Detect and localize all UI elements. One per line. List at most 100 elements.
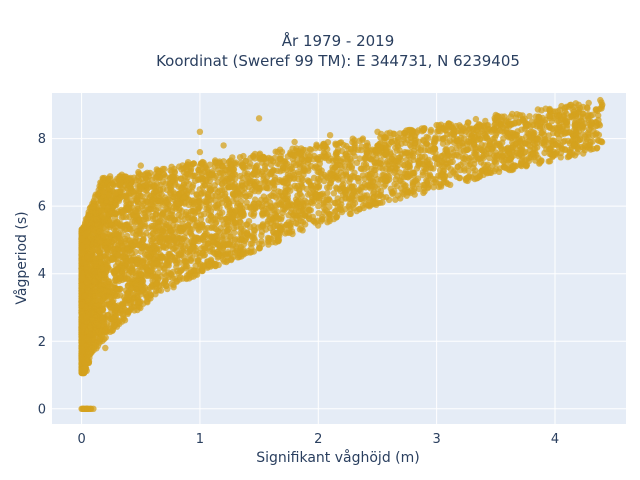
data-point <box>275 199 282 206</box>
data-point <box>531 141 538 148</box>
data-point <box>415 185 423 193</box>
data-point <box>241 237 248 245</box>
data-point <box>396 169 403 176</box>
data-point <box>401 162 408 169</box>
data-point <box>222 251 229 258</box>
data-point <box>322 198 329 206</box>
data-point <box>184 222 192 229</box>
data-point <box>118 243 126 250</box>
data-point <box>157 234 164 241</box>
data-point <box>183 274 190 281</box>
data-point <box>496 165 503 172</box>
data-point <box>178 175 185 182</box>
data-point <box>90 197 98 204</box>
data-point <box>158 212 165 219</box>
data-point <box>163 186 171 193</box>
data-point <box>177 249 185 257</box>
data-point <box>557 154 564 161</box>
data-point <box>542 116 549 124</box>
data-point <box>94 235 101 242</box>
data-point <box>159 253 166 261</box>
data-point <box>109 283 116 291</box>
data-point <box>498 117 505 124</box>
data-point <box>290 175 298 182</box>
data-point <box>435 172 442 179</box>
data-point <box>469 125 476 132</box>
data-point <box>426 171 433 178</box>
data-point <box>345 203 352 210</box>
data-point <box>553 149 560 156</box>
data-point <box>208 213 215 220</box>
data-point <box>264 211 271 218</box>
data-point <box>226 203 233 210</box>
data-point <box>337 169 344 176</box>
data-point <box>171 165 178 173</box>
data-point <box>300 211 308 219</box>
data-point <box>339 177 346 184</box>
data-point <box>356 137 363 144</box>
data-point <box>584 105 591 112</box>
data-point <box>492 149 499 156</box>
data-point <box>446 137 454 144</box>
data-point <box>105 278 113 285</box>
data-point <box>439 152 446 160</box>
data-point <box>261 162 269 170</box>
data-point <box>99 213 107 220</box>
data-point <box>199 221 206 229</box>
data-point <box>229 154 236 161</box>
data-point <box>517 159 525 166</box>
data-point <box>104 204 112 212</box>
data-point <box>80 323 87 330</box>
data-point <box>145 224 152 231</box>
data-point <box>176 224 183 231</box>
data-point <box>116 285 123 293</box>
data-point <box>295 160 302 167</box>
data-point <box>189 182 197 189</box>
data-point <box>194 219 201 226</box>
data-point <box>227 164 234 172</box>
data-point <box>298 224 305 232</box>
data-point <box>355 174 362 182</box>
data-point <box>306 215 313 222</box>
data-point <box>219 245 226 252</box>
data-point <box>103 245 110 253</box>
data-point <box>441 134 449 142</box>
data-point <box>83 279 91 286</box>
data-point <box>122 260 129 267</box>
data-point <box>275 178 282 185</box>
data-point <box>144 185 151 192</box>
data-point <box>271 174 279 181</box>
data-point <box>561 130 568 137</box>
data-point <box>147 284 154 291</box>
data-point <box>508 135 515 142</box>
data-point <box>424 178 431 185</box>
data-point <box>341 163 349 170</box>
data-point <box>131 218 138 225</box>
data-point <box>137 298 144 306</box>
data-point <box>375 150 383 157</box>
data-point <box>193 191 200 198</box>
data-point <box>137 248 145 255</box>
data-point <box>103 255 110 262</box>
data-point <box>115 238 122 245</box>
data-point <box>120 265 127 272</box>
data-point <box>589 111 596 119</box>
data-point <box>168 271 175 278</box>
data-point <box>463 140 471 148</box>
data-point <box>281 179 288 187</box>
data-point <box>112 227 120 234</box>
data-point <box>472 150 479 158</box>
data-point <box>94 321 102 329</box>
data-point <box>493 155 500 162</box>
data-point <box>451 167 458 174</box>
data-point <box>461 155 468 162</box>
data-point <box>266 199 274 206</box>
data-point <box>470 164 477 172</box>
data-point <box>255 200 263 207</box>
data-point <box>294 198 301 205</box>
data-point <box>120 208 127 215</box>
data-point <box>142 263 150 270</box>
data-point <box>237 159 244 166</box>
data-point <box>412 140 419 147</box>
data-point <box>277 216 285 223</box>
